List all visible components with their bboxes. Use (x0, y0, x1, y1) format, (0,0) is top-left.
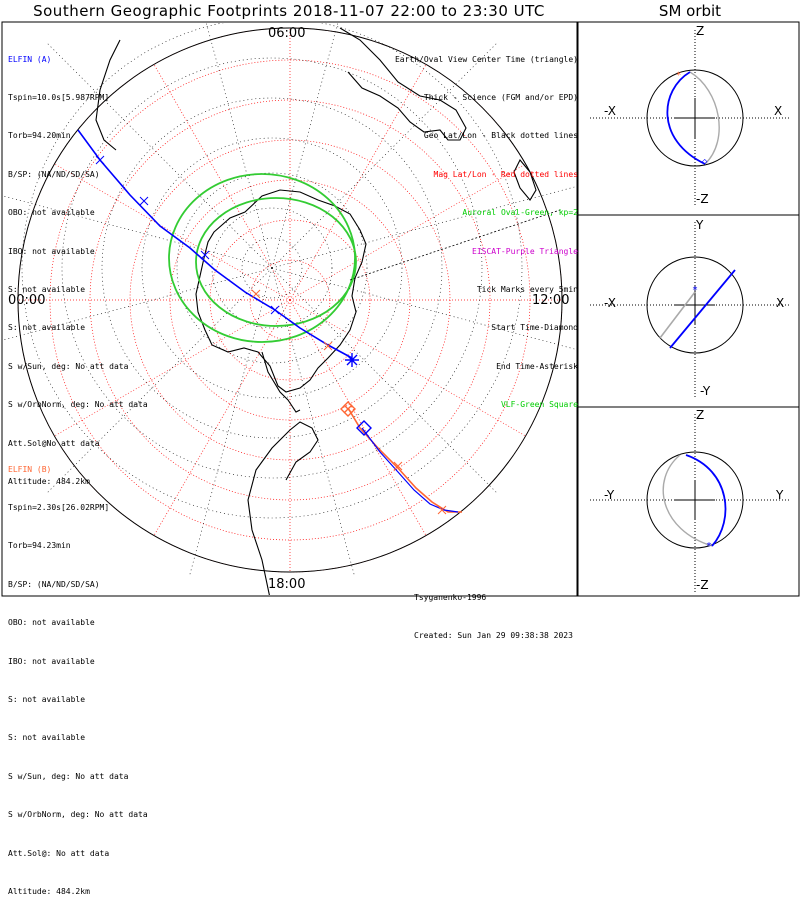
elfin-a-line: IBO: not available (8, 246, 95, 256)
svg-text:*: * (692, 285, 698, 296)
legend-entry: Auroral Oval-Green, kp=2 (462, 208, 578, 218)
model-label: Tsyganenko-1996 (414, 592, 487, 602)
legend-entry: End Time-Asterisk (496, 361, 578, 371)
sm3-left-label: -Y (604, 488, 615, 502)
view-center-line (349, 209, 561, 281)
elfin-a-start-diamond (356, 420, 372, 436)
legend-entry: Earth/Oval View Center Time (triangle) (394, 54, 578, 64)
elfin-a-tick-marks (95, 155, 280, 315)
geo-latlon-grid (3, 23, 576, 578)
elfin-b-line: Altitude: 484.2km (8, 886, 90, 896)
elfin-b-line: S: not available (8, 694, 86, 704)
new-zealand-coastline (513, 159, 537, 201)
sm-panel-frame-2 (577, 214, 800, 408)
clock-label-top: 06:00 (268, 26, 306, 41)
elfin-a-line: B/SP: (NA/ND/SD/SA) (8, 169, 100, 179)
elfin-a-line: OBO: not available (8, 208, 95, 218)
antarctica-coastline (195, 189, 367, 393)
elfin-b-line: Torb=94.23min (8, 541, 71, 551)
elfin-a-line: S w/Sun, deg: No att data (8, 361, 129, 371)
sm-panel-frame-3 (577, 406, 800, 597)
sm-orbit-title: SM orbit (658, 2, 722, 20)
legend-entry: EISCAT-Purple Triangle (472, 246, 578, 256)
sm1-right-label: X (774, 104, 783, 118)
sm3-bottom-label: -Z (696, 578, 709, 592)
elfin-b-tick-marks (251, 289, 447, 515)
elfin-b-line: S w/Sun, deg: No att data (8, 771, 129, 781)
plot-title: Southern Geographic Footprints 2018-11-0… (33, 2, 545, 20)
elfin-b-line: IBO: not available (8, 656, 95, 666)
clock-label-left: 00:00 (8, 293, 46, 308)
elfin-b-line: Tspin=2.30s[26.02RPM] (8, 502, 110, 512)
elfin-a-line: Tspin=10.0s[5.987RPM] (8, 92, 110, 102)
elfin-a-line: S w/OrbNorm, deg: No att data (8, 400, 148, 410)
map-frame (1, 21, 578, 597)
elfin-a-line: Altitude: 484.2km (8, 476, 90, 486)
sm-panel-xy: * (590, 222, 790, 398)
elfin-a-info: ELFIN (A) Tspin=10.0s[5.987RPM] Torb=94.… (8, 28, 148, 501)
sm2-left-label: -X (604, 296, 616, 310)
legend-entry: Geo Lat/Lon - Black dotted lines (423, 131, 578, 141)
sm1-top-label: Z (696, 24, 705, 38)
elfin-a-track (77, 129, 353, 359)
svg-text:*: * (676, 71, 681, 81)
legend-entry: Start Time-Diamond (491, 323, 578, 333)
elfin-b-info: ELFIN (B) Tspin=2.30s[26.02RPM] Torb=94.… (8, 438, 148, 911)
elfin-a-line: Att.Sol@No att data (8, 438, 100, 448)
elfin-b-name: ELFIN (B) (8, 464, 52, 474)
created-label: Created: Sun Jan 29 09:38:38 2023 (414, 630, 573, 640)
elfin-b-line: B/SP: (NA/ND/SD/SA) (8, 579, 100, 589)
legend-entry: Mag Lat/Lon - Red dotted lines (433, 169, 579, 179)
elfin-b-line: Att.Sol@: No att data (8, 848, 110, 858)
elfin-b-line: S w/OrbNorm, deg: No att data (8, 810, 148, 820)
elfin-a-name: ELFIN (A) (8, 54, 52, 64)
antarctic-peninsula (261, 351, 301, 413)
sm1-bottom-label: -Z (696, 192, 709, 206)
sm3-right-label: Y (776, 488, 784, 502)
footer: Tsyganenko-1996 Created: Sun Jan 29 09:3… (414, 566, 573, 656)
sm-panel-xz: * ◇ (590, 30, 790, 205)
africa-coastline (95, 39, 121, 151)
elfin-b-line: S: not available (8, 733, 86, 743)
sm1-left-label: -X (604, 104, 616, 118)
earth-limb (17, 27, 563, 573)
legend: Earth/Oval View Center Time (triangle) T… (395, 28, 578, 425)
elfin-b-start-diamond (340, 401, 356, 417)
legend-entry: Tick Marks every 5min (476, 284, 578, 294)
sm2-right-label: X (776, 296, 785, 310)
clock-label-right: 12:00 (532, 293, 570, 308)
elfin-a-line: S: not available (8, 323, 86, 333)
clock-label-bottom: 18:00 (268, 577, 306, 592)
sm-panel-yz: * (590, 414, 790, 592)
svg-text:*: * (706, 541, 712, 552)
legend-entry: Thick - Science (FGM and/or EPD) (423, 92, 578, 102)
elfin-a-end-asterisk (345, 353, 359, 367)
elfin-a-line: Torb=94.20min (8, 131, 71, 141)
legend-entry: VLF-Green Square (500, 400, 578, 410)
south-america-coastline (247, 421, 319, 595)
sm2-top-label: Y (696, 218, 704, 232)
main-figure: * ◇ * * (1, 21, 800, 597)
elfin-a-second-track (361, 427, 459, 513)
svg-text:◇: ◇ (702, 157, 708, 167)
elfin-a-line: S: not available (8, 284, 86, 294)
sm2-bottom-label: -Y (700, 384, 711, 398)
auroral-oval-inner (195, 197, 357, 327)
australia-coastline (339, 27, 467, 141)
sm3-top-label: Z (696, 408, 705, 422)
elfin-b-line: OBO: not available (8, 618, 95, 628)
